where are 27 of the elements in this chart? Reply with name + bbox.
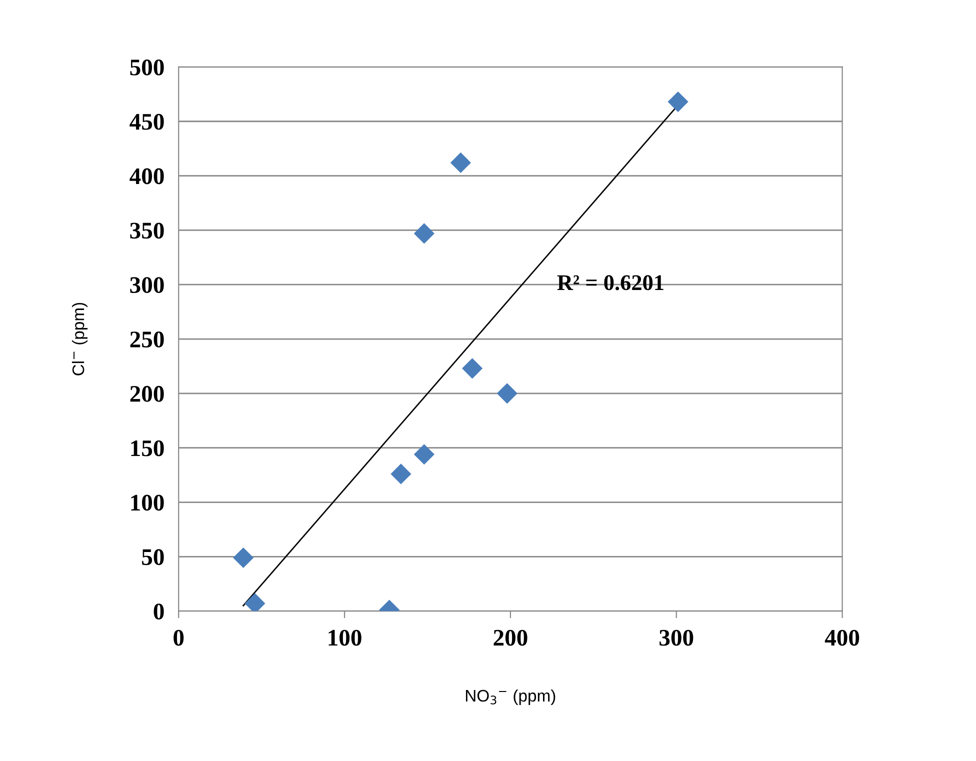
y-tick-label: 300 [130,277,164,294]
y-tick-label: 400 [130,168,164,184]
y-tick-label: 100 [131,494,164,511]
point [390,464,412,484]
x-tick-label: 100 [328,630,362,646]
y-tick-label: 250 [130,332,164,348]
annotation: R² = 0.6201 [557,275,664,290]
x-tick-label: 200 [494,630,528,646]
y-tick-label: 450 [130,114,164,130]
y-tick-label: 0 [154,604,164,620]
x-tick-label: 0 [174,630,184,646]
point [450,152,471,174]
y-tick-label: 350 [130,222,164,239]
y-tick-label: 50 [142,549,164,566]
point [496,383,518,404]
point [233,547,254,568]
x-axis-title: NO$_{3}$$^{−}$ (ppm) [466,689,556,705]
point [668,91,688,112]
x-tick-label: 400 [824,630,860,646]
y-tick-label: 200 [130,386,164,402]
y-axis-title: Cl$^{−}$ (ppm) [72,302,88,376]
x-tick-label: 300 [660,630,694,646]
y-tick-label: 150 [131,440,164,456]
point [414,223,434,244]
point [414,444,434,465]
point [462,358,483,379]
y-tick-label: 500 [130,59,164,76]
